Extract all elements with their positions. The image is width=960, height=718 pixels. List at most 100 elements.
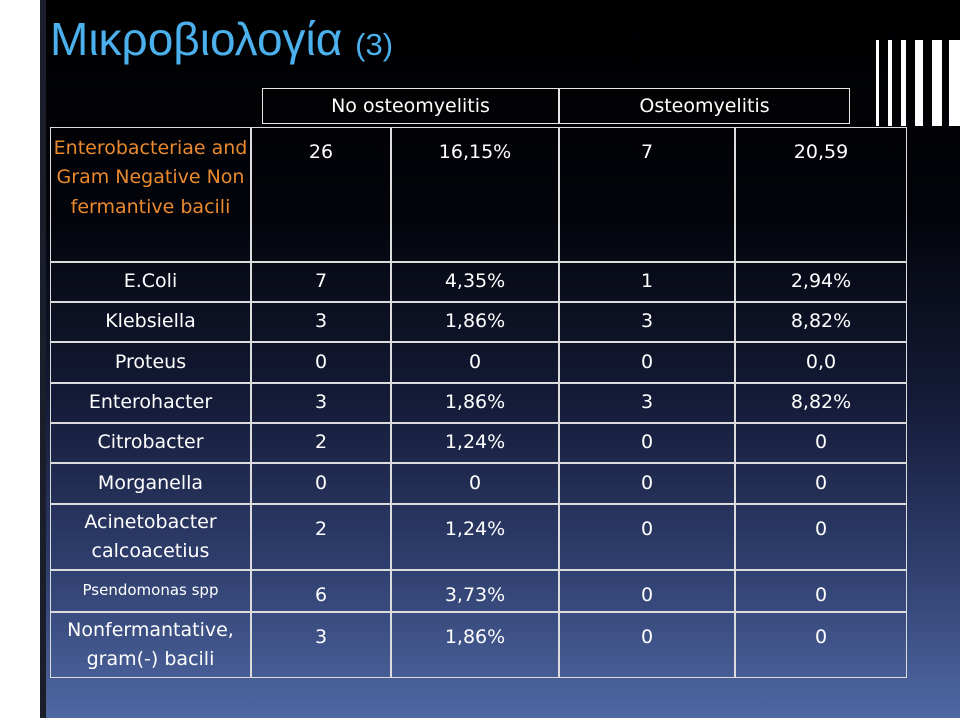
cell-value: 2 <box>314 518 328 540</box>
value-cell: 7 <box>559 127 735 262</box>
title-main: Μικροβιολογία <box>50 13 343 65</box>
decorative-stripes <box>862 40 960 126</box>
cell-value: 0 <box>468 471 482 494</box>
cell-value: 7 <box>314 270 328 293</box>
slide-background <box>40 0 960 718</box>
organism-label: Enterobacteriae and Gram Negative Non fe… <box>53 137 248 218</box>
value-cell: 2 <box>251 504 391 570</box>
value-cell: 1,86% <box>391 383 559 423</box>
organism-label: Enterohacter <box>88 391 213 414</box>
value-cell: 3 <box>251 612 391 678</box>
row-label-cell: Citrobacter <box>50 423 251 463</box>
value-cell: 0 <box>251 463 391 504</box>
cell-value: 0 <box>640 518 654 540</box>
cell-value: 3 <box>640 310 654 333</box>
value-cell: 0 <box>391 463 559 504</box>
value-cell: 20,59 <box>735 127 907 262</box>
cell-value: 1,24% <box>444 431 506 454</box>
cell-value: 16,15% <box>438 141 512 163</box>
cell-value: 3,73% <box>444 584 506 606</box>
value-cell: 0 <box>391 342 559 383</box>
value-cell: 7 <box>251 262 391 302</box>
value-cell: 0 <box>735 463 907 504</box>
cell-value: 0 <box>640 471 654 494</box>
stripe <box>876 40 879 126</box>
cell-value: 4,35% <box>444 270 506 293</box>
value-cell: 0 <box>559 504 735 570</box>
header-osteomyelitis: Osteomyelitis <box>559 88 850 124</box>
value-cell: 0 <box>559 423 735 463</box>
cell-value: 2,94% <box>790 270 852 293</box>
cell-value: 6 <box>314 584 328 606</box>
cell-value: 1,86% <box>444 310 506 333</box>
row-label-cell: Klebsiella <box>50 302 251 342</box>
value-cell: 1,24% <box>391 504 559 570</box>
value-cell: 0 <box>251 342 391 383</box>
cell-value: 0 <box>814 471 828 494</box>
cell-value: 0 <box>640 626 654 648</box>
value-cell: 1,86% <box>391 612 559 678</box>
cell-value: 0 <box>314 471 328 494</box>
cell-value: 3 <box>314 310 328 333</box>
cell-value: 8,82% <box>790 391 852 414</box>
cell-value: 0 <box>640 431 654 454</box>
stripe <box>915 40 923 126</box>
row-label-cell: Psendomonas spp <box>50 570 251 612</box>
value-cell: 0 <box>735 612 907 678</box>
title-number: (3) <box>355 27 394 62</box>
organism-label: Proteus <box>114 350 187 373</box>
value-cell: 3 <box>559 383 735 423</box>
value-cell: 0 <box>735 423 907 463</box>
row-label-cell: Nonfermantative, gram(-) bacili <box>50 612 251 678</box>
header-no-osteomyelitis: No osteomyelitis <box>262 88 559 124</box>
stripe <box>901 40 906 126</box>
value-cell: 0 <box>559 463 735 504</box>
cell-value: 2 <box>314 431 328 454</box>
value-cell: 8,82% <box>735 383 907 423</box>
cell-value: 0 <box>814 518 828 540</box>
row-label-cell: Enterobacteriae and Gram Negative Non fe… <box>50 127 251 262</box>
value-cell: 0 <box>559 612 735 678</box>
value-cell: 6 <box>251 570 391 612</box>
row-label-cell: Morganella <box>50 463 251 504</box>
cell-value: 1,86% <box>444 626 506 648</box>
cell-value: 1,24% <box>444 518 506 540</box>
value-cell: 0,0 <box>735 342 907 383</box>
left-margin <box>0 0 40 718</box>
cell-value: 0 <box>814 431 828 454</box>
value-cell: 0 <box>559 570 735 612</box>
slide-title: Μικροβιολογία (3) <box>50 12 393 66</box>
organism-label: Klebsiella <box>105 310 196 333</box>
cell-value: 0 <box>468 350 482 373</box>
cell-value: 7 <box>640 141 654 163</box>
organism-label: Citrobacter <box>97 431 204 454</box>
cell-value: 8,82% <box>790 310 852 333</box>
value-cell: 4,35% <box>391 262 559 302</box>
cell-value: 0 <box>314 350 328 373</box>
row-label-cell: E.Coli <box>50 262 251 302</box>
value-cell: 3 <box>559 302 735 342</box>
row-label-cell: Acinetobacter calcoacetius <box>50 504 251 570</box>
header-osteomyelitis-label: Osteomyelitis <box>639 95 770 117</box>
value-cell: 1,86% <box>391 302 559 342</box>
organism-label: Morganella <box>97 471 204 494</box>
cell-value: 3 <box>314 391 328 414</box>
stripe <box>888 40 892 126</box>
organism-label: E.Coli <box>123 270 178 293</box>
organism-label: Psendomonas spp <box>82 581 219 600</box>
value-cell: 2 <box>251 423 391 463</box>
cell-value: 0 <box>814 584 828 606</box>
value-cell: 0 <box>735 504 907 570</box>
cell-value: 0 <box>640 584 654 606</box>
value-cell: 3,73% <box>391 570 559 612</box>
stripe <box>932 40 942 126</box>
cell-value: 0 <box>814 626 828 648</box>
cell-value: 1 <box>640 270 654 293</box>
value-cell: 3 <box>251 302 391 342</box>
organism-label: Nonfermantative, gram(-) bacili <box>67 618 234 670</box>
cell-value: 26 <box>308 141 334 163</box>
value-cell: 8,82% <box>735 302 907 342</box>
value-cell: 1 <box>559 262 735 302</box>
value-cell: 1,24% <box>391 423 559 463</box>
header-no-osteomyelitis-label: No osteomyelitis <box>331 95 490 117</box>
